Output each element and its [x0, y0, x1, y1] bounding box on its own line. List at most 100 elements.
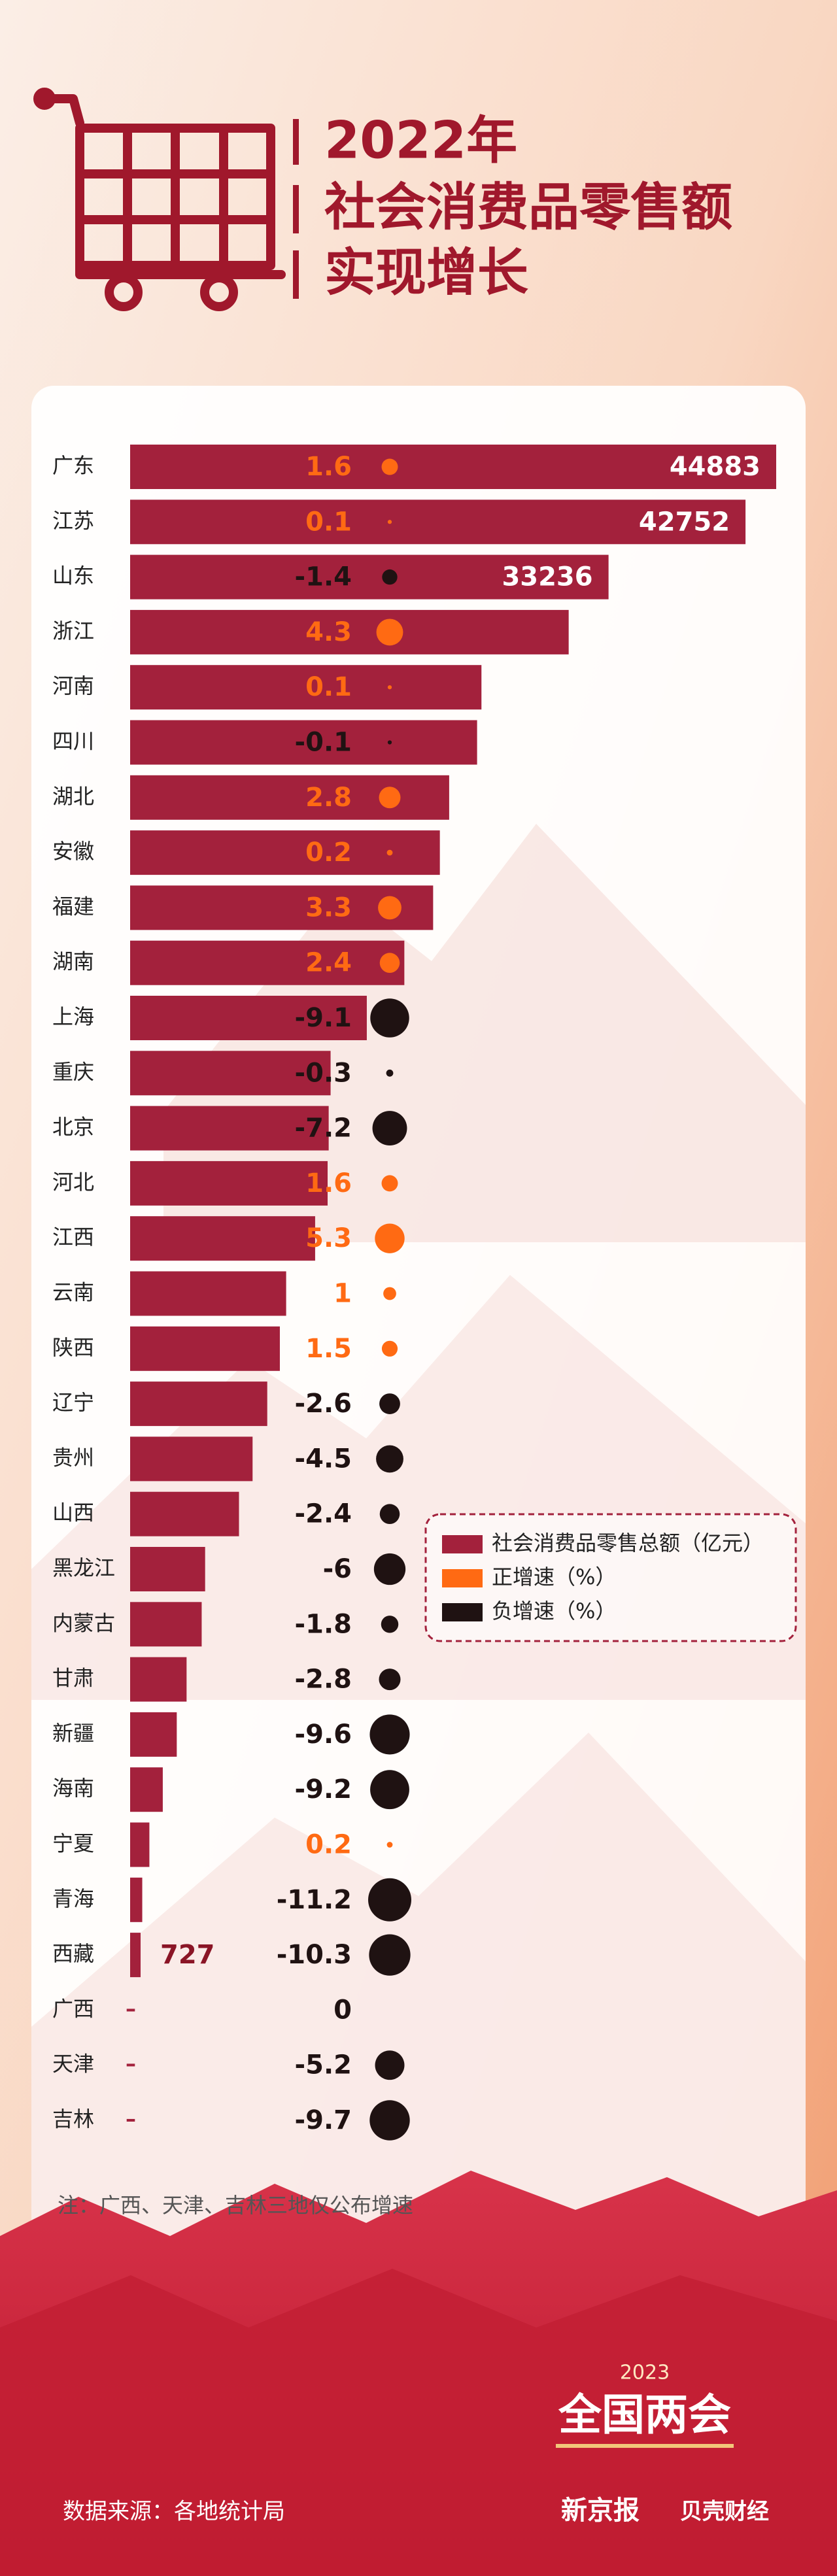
growth-dot	[383, 1287, 396, 1300]
growth-dot	[382, 569, 398, 585]
bar	[130, 830, 440, 875]
growth-dot	[375, 1223, 405, 1253]
category-label: 云南	[52, 1280, 94, 1305]
growth-dot	[368, 1878, 411, 1922]
category-label: 陕西	[52, 1335, 94, 1360]
growth-label: 1.6	[305, 1168, 352, 1198]
growth-label: 0.1	[305, 507, 352, 537]
growth-label: -2.4	[295, 1499, 352, 1529]
category-label: 黑龙江	[52, 1555, 115, 1580]
bar	[130, 1712, 177, 1757]
cart-icon	[33, 88, 286, 311]
bar	[130, 1657, 187, 1702]
growth-label: -9.1	[295, 1003, 352, 1033]
category-label: 湖北	[52, 784, 94, 809]
growth-dot	[379, 1669, 401, 1691]
category-label: 辽宁	[52, 1390, 94, 1415]
growth-dot	[370, 998, 409, 1038]
bar	[130, 609, 569, 654]
growth-label: -11.2	[277, 1885, 352, 1915]
growth-label: 1.6	[305, 452, 352, 482]
category-label: 甘肃	[52, 1666, 94, 1691]
legend-swatch	[442, 1569, 483, 1587]
bar	[130, 720, 477, 765]
bar	[130, 1271, 286, 1316]
category-label: 广东	[52, 453, 94, 478]
growth-label: 0.2	[305, 838, 352, 868]
growth-label: -9.2	[295, 1774, 352, 1805]
legend-swatch	[442, 1535, 483, 1553]
bar	[130, 665, 482, 710]
growth-label: -5.2	[295, 2050, 352, 2080]
growth-label: -2.6	[295, 1389, 352, 1419]
category-label: 贵州	[52, 1445, 94, 1470]
growth-dot	[378, 896, 401, 920]
growth-dot	[379, 953, 400, 973]
chart-title: 2022年	[324, 111, 517, 170]
bar	[130, 1106, 329, 1151]
growth-dot	[387, 520, 392, 524]
event-year: 2023	[620, 2362, 670, 2384]
growth-dot	[379, 1504, 400, 1524]
category-label: 河南	[52, 673, 94, 698]
chart-title: 社会消费品零售额	[324, 178, 732, 237]
legend-label: 社会消费品零售总额（亿元）	[492, 1531, 764, 1555]
category-label: 江苏	[52, 508, 94, 533]
bar	[130, 1822, 150, 1867]
growth-label: -4.5	[295, 1444, 352, 1474]
growth-label: 2.4	[305, 948, 352, 978]
bar	[130, 500, 746, 545]
category-label: 河北	[52, 1170, 94, 1195]
value-label: 42752	[639, 507, 730, 537]
growth-label: 2.8	[305, 783, 352, 813]
category-label: 北京	[52, 1115, 94, 1140]
category-label: 四川	[52, 729, 94, 754]
category-label: 福建	[52, 894, 94, 919]
growth-label: -7.2	[295, 1113, 352, 1144]
growth-dot	[376, 619, 403, 646]
category-label: 山东	[52, 564, 94, 588]
value-label: 727	[160, 1940, 215, 1970]
bar	[130, 1767, 163, 1812]
growth-label: 3.3	[305, 892, 352, 923]
bar	[130, 1547, 205, 1591]
category-label: 内蒙古	[52, 1610, 115, 1635]
bar	[130, 1216, 315, 1261]
bar	[130, 1933, 141, 1978]
title-separators	[293, 119, 299, 299]
category-label: 山西	[52, 1500, 94, 1525]
growth-dot	[372, 1111, 407, 1146]
growth-dot	[386, 1842, 393, 1848]
growth-dot	[386, 849, 393, 856]
growth-dot	[387, 685, 392, 690]
bar	[130, 940, 405, 985]
growth-label: -9.6	[295, 1720, 352, 1750]
growth-label: -1.8	[295, 1609, 352, 1639]
legend-label: 负增速（%）	[492, 1599, 616, 1623]
missing-label: –	[126, 2107, 136, 2131]
growth-label: -10.3	[277, 1940, 352, 1970]
growth-label: 0.1	[305, 672, 352, 702]
source: 数据来源：各地统计局	[63, 2499, 285, 2525]
category-label: 上海	[52, 1004, 94, 1029]
category-label: 湖南	[52, 949, 94, 974]
bar	[130, 1326, 280, 1371]
event-name: 全国两会	[558, 2390, 731, 2440]
growth-label: 1	[333, 1279, 352, 1309]
legend: 社会消费品零售总额（亿元） 正增速（%） 负增速（%）	[424, 1513, 797, 1642]
bar	[130, 445, 776, 489]
bar	[130, 1877, 143, 1922]
growth-dot	[379, 1393, 400, 1414]
legend-box	[424, 1513, 797, 1642]
growth-dot	[369, 1934, 411, 1976]
growth-label: 0	[333, 1995, 352, 2025]
event-underline	[556, 2444, 734, 2448]
category-label: 海南	[52, 1776, 94, 1801]
category-label: 新疆	[52, 1721, 94, 1746]
chart-title: 实现增长	[324, 243, 528, 302]
growth-dot	[381, 1340, 398, 1357]
growth-label: 0.2	[305, 1830, 352, 1860]
growth-label: -9.7	[295, 2105, 352, 2135]
growth-dot	[373, 1553, 406, 1585]
